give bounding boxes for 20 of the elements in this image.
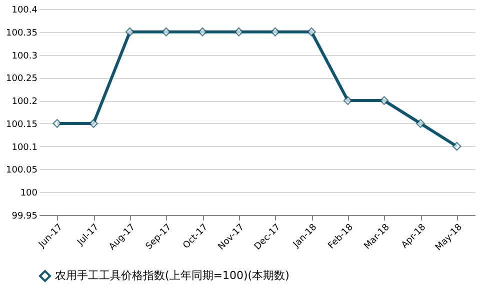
y-tick-label: 100.05 [6,166,38,176]
point [234,27,244,36]
point [125,27,134,36]
point [307,27,316,36]
y-tick-label: 100.15 [6,120,38,130]
point [162,27,171,36]
point [198,27,207,36]
y-tick-label: 100.25 [6,74,38,84]
point [89,118,98,128]
y-tick-label: 100.4 [12,6,38,16]
point [270,27,280,36]
y-tick-label: 99.95 [12,212,38,222]
point [452,142,462,151]
y-tick-label: 100 [20,188,38,199]
point [416,118,425,128]
y-tick-label: 100.2 [12,97,38,108]
y-tick-label: 100.3 [12,51,38,62]
legend-label: 农用手工工具价格指数(上年同期=100)(本期数) [55,269,290,282]
y-tick-label: 100.1 [12,142,38,153]
y-tick-label: 100.35 [6,28,38,38]
